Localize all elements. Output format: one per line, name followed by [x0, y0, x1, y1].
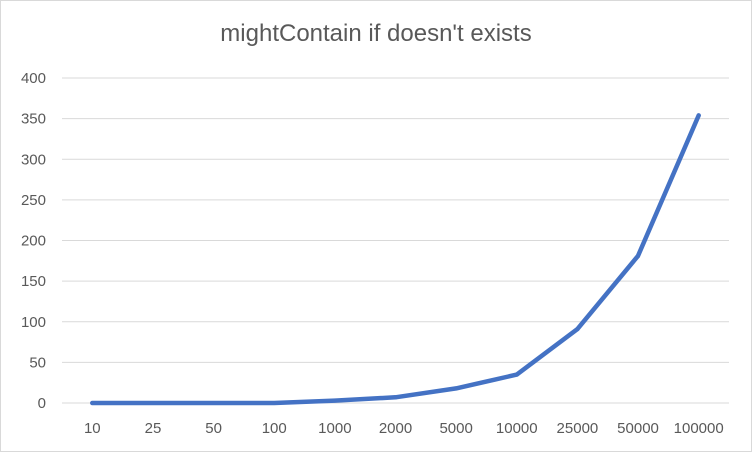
x-tick-label: 10000: [496, 420, 538, 437]
x-tick-label: 50000: [617, 420, 659, 437]
data-point-1000: [332, 398, 337, 403]
data-point-50: [211, 401, 216, 405]
data-point-25: [150, 401, 155, 405]
y-tick-label: 400: [21, 70, 46, 87]
y-tick-label: 350: [21, 111, 46, 128]
series-line: [90, 113, 701, 406]
x-tick-label: 100: [262, 420, 287, 437]
x-tick-label: 25: [145, 420, 162, 437]
x-tick-label: 10: [84, 420, 101, 437]
x-axis-ticks: 10 25 50 100 1000 2000 5000 10000 25000 50000 1000…: [84, 420, 724, 437]
y-tick-label: 0: [38, 395, 46, 412]
y-tick-label: 100: [21, 314, 46, 331]
data-point-25000: [575, 327, 580, 332]
data-point-10: [90, 401, 95, 405]
series-layer: [90, 113, 701, 406]
data-point-5000: [454, 386, 459, 391]
chart-title: mightContain if doesn't exists: [220, 20, 532, 47]
x-tick-label: 100000: [674, 420, 724, 437]
data-point-50000: [636, 253, 641, 258]
x-tick-label: 25000: [557, 420, 599, 437]
data-point-100: [272, 401, 277, 405]
x-tick-label: 50: [205, 420, 222, 437]
y-tick-label: 300: [21, 151, 46, 168]
data-point-100000: [696, 113, 701, 118]
y-tick-label: 250: [21, 192, 46, 209]
data-point-2000: [393, 395, 398, 400]
data-point-10000: [514, 372, 519, 377]
y-tick-label: 50: [29, 354, 46, 371]
gridlines: [62, 77, 729, 404]
x-tick-label: 5000: [439, 420, 472, 437]
x-tick-label: 2000: [379, 420, 412, 437]
x-tick-label: 1000: [318, 420, 351, 437]
y-tick-label: 150: [21, 273, 46, 290]
y-tick-label: 200: [21, 233, 46, 250]
y-axis-ticks: 0 50 100 150 200 250 300 350 400: [21, 70, 46, 412]
